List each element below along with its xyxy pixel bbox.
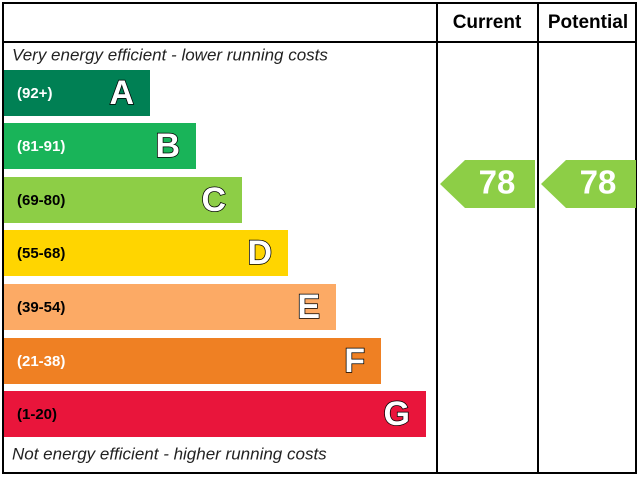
- potential-score: 78: [580, 164, 617, 201]
- current-arrow: [440, 160, 535, 208]
- band-letter: D: [247, 234, 272, 272]
- current-score: 78: [479, 164, 516, 201]
- band-letter: C: [201, 181, 226, 219]
- band-letter: G: [384, 395, 410, 433]
- band-bar: [4, 338, 381, 384]
- band-range: (81-91): [17, 138, 65, 155]
- band-range: (39-54): [17, 299, 65, 316]
- bottom-note: Not energy efficient - higher running co…: [12, 444, 327, 463]
- band-range: (1-20): [17, 406, 57, 423]
- band-bar: [4, 70, 150, 116]
- band-bar: [4, 177, 242, 223]
- potential-arrow: [541, 160, 636, 208]
- band-letter: E: [297, 288, 320, 326]
- current-header: Current: [453, 12, 522, 33]
- band-bar: [4, 284, 336, 330]
- band-range: (92+): [17, 85, 52, 102]
- band-letter: B: [155, 127, 180, 165]
- band-bar: [4, 123, 196, 169]
- band-letter: A: [109, 74, 134, 112]
- band-bar: [4, 391, 426, 437]
- band-range: (69-80): [17, 192, 65, 209]
- band-letter: F: [344, 342, 365, 380]
- band-bar: [4, 230, 288, 276]
- top-note: Very energy efficient - lower running co…: [12, 45, 328, 64]
- band-range: (21-38): [17, 353, 65, 370]
- frame: [2, 2, 637, 474]
- band-range: (55-68): [17, 245, 65, 262]
- potential-header: Potential: [548, 12, 628, 33]
